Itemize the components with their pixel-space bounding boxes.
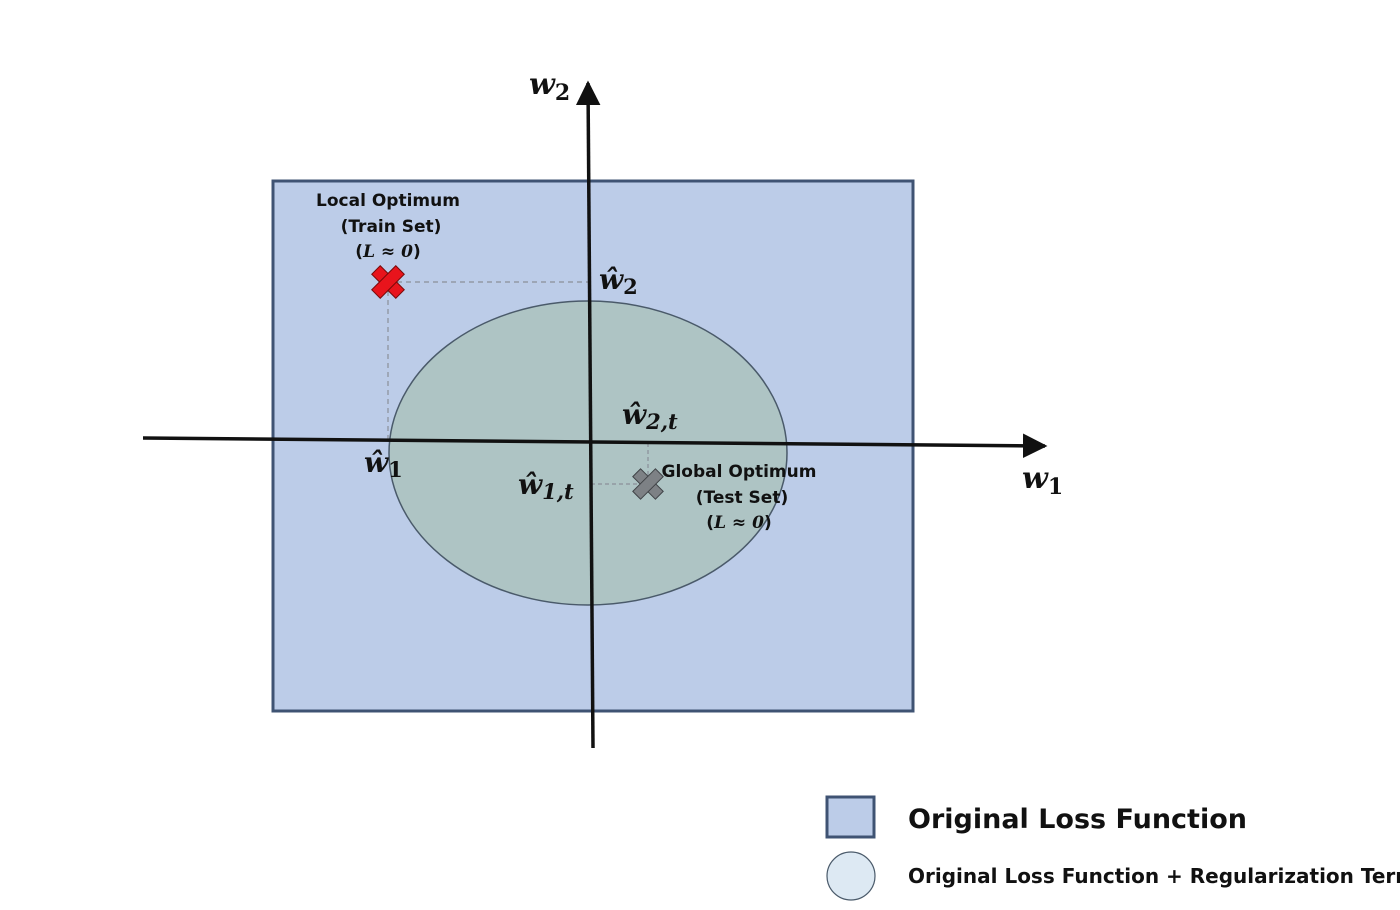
global-optimum-subtitle: (Test Set) (696, 488, 788, 508)
w1-hat-label: ŵ1 (364, 446, 403, 482)
local-optimum-marker (371, 265, 405, 299)
circle-swatch-icon (826, 851, 876, 901)
legend-item-regularized-loss: Original Loss Function + Regularization … (908, 864, 1400, 888)
x-axis (142, 433, 1048, 459)
square-swatch-icon (825, 795, 876, 839)
x-axis-label-var: w (1022, 461, 1049, 496)
global-optimum-marker (632, 468, 664, 500)
y-axis-label: w2 (529, 67, 570, 106)
x-axis-label-sub: 1 (1048, 474, 1063, 500)
y-axis-label-sub: 2 (555, 80, 570, 106)
legend: Original Loss Function Original Loss Fun… (825, 795, 1400, 901)
w2-hat-label: ŵ2 (599, 263, 638, 299)
local-optimum-title: Local Optimum (316, 191, 460, 211)
w1t-hat-label: ŵ1,t (518, 468, 574, 504)
x-axis-label: w1 (1022, 461, 1063, 500)
y-axis-label-var: w (529, 67, 556, 102)
legend-item-original-loss: Original Loss Function (908, 804, 1247, 835)
regularized-region-ellipse (388, 300, 788, 606)
global-optimum-title: Global Optimum (662, 462, 817, 482)
w2t-hat-label: ŵ2,t (622, 398, 678, 434)
local-optimum-subtitle: (Train Set) (341, 217, 442, 237)
global-optimum-loss: (L ≈ 0) (706, 513, 771, 533)
local-optimum-loss: (L ≈ 0) (355, 242, 420, 262)
y-axis (575, 80, 601, 749)
